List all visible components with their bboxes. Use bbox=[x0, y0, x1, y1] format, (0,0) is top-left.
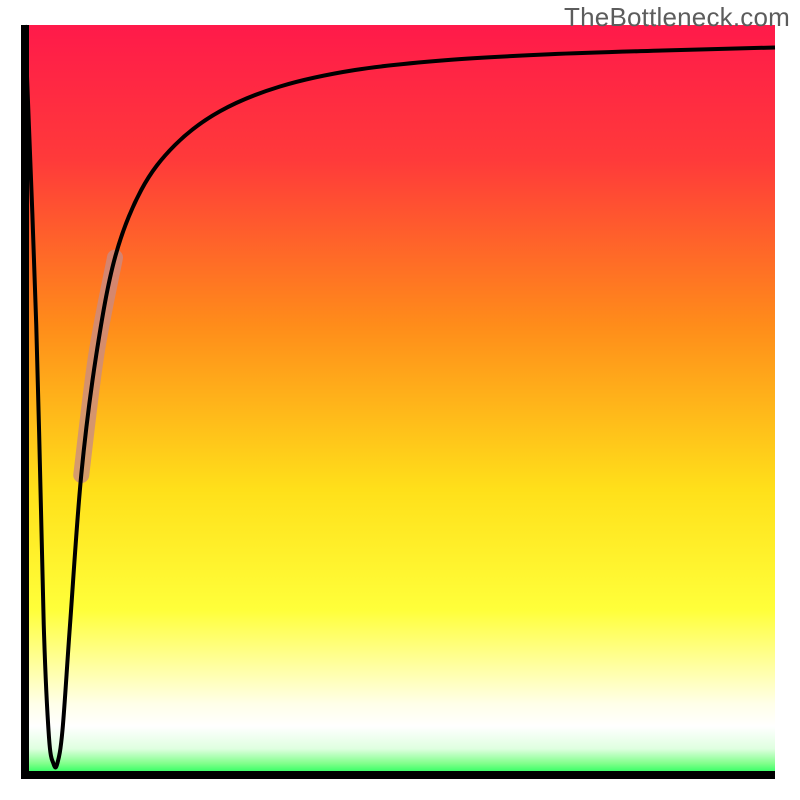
attribution-label: TheBottleneck.com bbox=[564, 2, 790, 33]
plot-background bbox=[25, 25, 775, 775]
chart-stage: TheBottleneck.com bbox=[0, 0, 800, 800]
bottleneck-chart bbox=[0, 0, 800, 800]
